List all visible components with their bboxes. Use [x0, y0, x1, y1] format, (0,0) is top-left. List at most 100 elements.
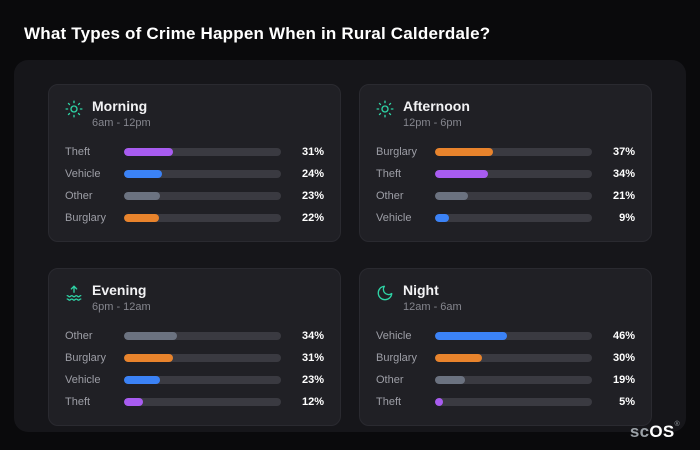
bar-fill [435, 332, 508, 340]
logo-prefix: sc [629, 422, 650, 441]
card-subtitle: 6am - 12pm [92, 117, 151, 129]
bar-row-theft: Theft 31% [65, 146, 324, 158]
bar-track [124, 214, 281, 222]
bar-fill [124, 376, 161, 384]
percent-label: 23% [301, 190, 324, 202]
bar-track [435, 192, 592, 200]
percent-label: 24% [301, 168, 324, 180]
category-label: Theft [65, 396, 91, 408]
category-label: Theft [65, 146, 91, 158]
bar-fill [435, 170, 489, 178]
bar-track [124, 332, 281, 340]
bar-row-theft: Theft 12% [65, 396, 324, 408]
card-header: Evening 6pm - 12am [65, 282, 324, 313]
percent-label: 31% [301, 146, 324, 158]
bar-track [435, 214, 592, 222]
percent-label: 22% [301, 212, 324, 224]
card-title: Morning [92, 98, 148, 114]
bar-fill [435, 214, 450, 222]
card-header: Morning 6am - 12pm [65, 98, 324, 129]
sun-icon [65, 100, 83, 118]
card-afternoon: Afternoon 12pm - 6pm Burglary 37% Theft 34% Ot… [359, 84, 652, 242]
category-label: Burglary [376, 146, 417, 158]
card-title: Afternoon [403, 98, 470, 114]
bar-track [435, 170, 592, 178]
bar-row-burglary: Burglary 22% [65, 212, 324, 224]
category-label: Other [65, 330, 93, 342]
bar-track [124, 148, 281, 156]
card-header: Night 12am - 6am [376, 282, 635, 313]
bar-fill [435, 376, 465, 384]
bar-track [124, 376, 281, 384]
category-label: Other [376, 374, 404, 386]
bar-row-burglary: Burglary 30% [376, 352, 635, 364]
card-title: Evening [92, 282, 147, 298]
bar-fill [435, 192, 468, 200]
bar-row-vehicle: Vehicle 24% [65, 168, 324, 180]
percent-label: 31% [301, 352, 324, 364]
bar-rows: Theft 31% Vehicle 24% Other 23% Burglary 22% [65, 146, 324, 224]
moon-icon [376, 284, 394, 302]
percent-label: 5% [619, 396, 635, 408]
bar-row-theft: Theft 5% [376, 396, 635, 408]
category-label: Vehicle [376, 330, 412, 342]
sunset-icon [65, 284, 83, 302]
registered-mark: ® [674, 421, 680, 428]
percent-label: 34% [612, 168, 635, 180]
bar-rows: Other 34% Burglary 31% Vehicle 23% Theft 12% [65, 330, 324, 408]
bar-rows: Vehicle 46% Burglary 30% Other 19% Theft 5% [376, 330, 635, 408]
bar-row-other: Other 19% [376, 374, 635, 386]
bar-fill [124, 192, 161, 200]
bar-track [124, 398, 281, 406]
logo-suffix: OS [649, 422, 675, 441]
card-title: Night [403, 282, 439, 298]
bar-track [124, 192, 281, 200]
percent-label: 46% [612, 330, 635, 342]
bar-row-burglary: Burglary 37% [376, 146, 635, 158]
category-label: Vehicle [376, 212, 412, 224]
bar-track [435, 354, 592, 362]
category-label: Theft [376, 168, 402, 180]
percent-label: 12% [301, 396, 324, 408]
card-night: Night 12am - 6am Vehicle 46% Burglary 30% Othe… [359, 268, 652, 426]
bar-track [435, 376, 592, 384]
category-label: Other [65, 190, 93, 202]
category-label: Burglary [65, 352, 106, 364]
bar-row-vehicle: Vehicle 9% [376, 212, 635, 224]
bar-fill [124, 398, 143, 406]
bar-fill [124, 332, 178, 340]
bar-fill [124, 170, 162, 178]
category-label: Vehicle [65, 168, 101, 180]
charts-panel: Morning 6am - 12pm Theft 31% Vehicle 24% Other… [14, 60, 686, 432]
card-subtitle: 6pm - 12am [92, 301, 151, 313]
sun-icon [376, 100, 394, 118]
percent-label: 34% [301, 330, 324, 342]
bar-row-burglary: Burglary 31% [65, 352, 324, 364]
bar-row-other: Other 34% [65, 330, 324, 342]
bar-fill [435, 398, 443, 406]
scos-logo: scOS® [629, 421, 680, 441]
bar-row-other: Other 21% [376, 190, 635, 202]
bar-track [124, 170, 281, 178]
card-evening: Evening 6pm - 12am Other 34% Burglary 31% Vehi… [48, 268, 341, 426]
bar-fill [435, 354, 483, 362]
card-subtitle: 12pm - 6pm [403, 117, 462, 129]
card-subtitle: 12am - 6am [403, 301, 462, 313]
percent-label: 37% [612, 146, 635, 158]
bar-row-theft: Theft 34% [376, 168, 635, 180]
card-header: Afternoon 12pm - 6pm [376, 98, 635, 129]
cards-grid: Morning 6am - 12pm Theft 31% Vehicle 24% Other… [48, 84, 652, 426]
percent-label: 23% [301, 374, 324, 386]
bar-fill [124, 214, 159, 222]
card-morning: Morning 6am - 12pm Theft 31% Vehicle 24% Other… [48, 84, 341, 242]
bar-row-vehicle: Vehicle 46% [376, 330, 635, 342]
bar-track [124, 354, 281, 362]
bar-track [435, 398, 592, 406]
bar-row-other: Other 23% [65, 190, 324, 202]
page-title: What Types of Crime Happen When in Rural… [24, 24, 491, 43]
bar-fill [124, 354, 173, 362]
category-label: Other [376, 190, 404, 202]
category-label: Burglary [65, 212, 106, 224]
bar-fill [124, 148, 173, 156]
